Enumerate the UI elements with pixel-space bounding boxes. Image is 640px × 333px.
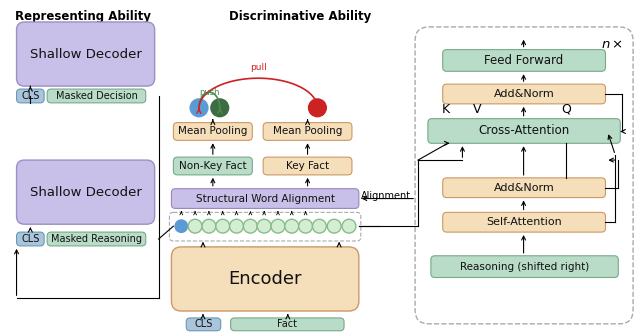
FancyBboxPatch shape	[443, 84, 605, 104]
Circle shape	[216, 219, 230, 233]
FancyBboxPatch shape	[431, 256, 618, 277]
FancyBboxPatch shape	[263, 123, 352, 140]
FancyBboxPatch shape	[263, 157, 352, 175]
FancyBboxPatch shape	[172, 189, 359, 208]
Text: Q: Q	[561, 103, 571, 116]
Text: Reasoning (shifted right): Reasoning (shifted right)	[460, 262, 589, 272]
Circle shape	[327, 219, 341, 233]
Text: push: push	[199, 88, 220, 97]
Circle shape	[257, 219, 271, 233]
Text: Add&Norm: Add&Norm	[493, 89, 554, 99]
Text: Masked Reasoning: Masked Reasoning	[51, 234, 142, 244]
Text: Mean Pooling: Mean Pooling	[178, 127, 248, 137]
FancyBboxPatch shape	[17, 160, 155, 224]
Text: $n\times$: $n\times$	[601, 38, 623, 51]
Text: Key Fact: Key Fact	[286, 161, 329, 171]
Text: K: K	[442, 103, 450, 116]
Text: Discriminative Ability: Discriminative Ability	[228, 10, 371, 23]
FancyBboxPatch shape	[443, 178, 605, 197]
FancyBboxPatch shape	[173, 157, 252, 175]
Circle shape	[174, 219, 188, 233]
Text: Cross-Attention: Cross-Attention	[479, 125, 570, 138]
Text: Self-Attention: Self-Attention	[486, 217, 562, 227]
FancyBboxPatch shape	[173, 123, 252, 140]
Circle shape	[299, 219, 312, 233]
Circle shape	[342, 219, 356, 233]
Text: Shallow Decoder: Shallow Decoder	[29, 48, 141, 61]
Text: Masked Decision: Masked Decision	[56, 91, 138, 101]
Circle shape	[271, 219, 285, 233]
Text: V: V	[473, 103, 481, 116]
Text: Encoder: Encoder	[228, 270, 302, 288]
FancyBboxPatch shape	[47, 89, 146, 103]
FancyBboxPatch shape	[415, 27, 633, 324]
Text: Non-Key Fact: Non-Key Fact	[179, 161, 246, 171]
Text: Mean Pooling: Mean Pooling	[273, 127, 342, 137]
Circle shape	[230, 219, 243, 233]
Text: Structural Word Alignment: Structural Word Alignment	[196, 193, 335, 203]
Text: Shallow Decoder: Shallow Decoder	[29, 186, 141, 199]
Text: CLS: CLS	[21, 234, 40, 244]
FancyBboxPatch shape	[172, 247, 359, 311]
FancyBboxPatch shape	[186, 318, 221, 331]
FancyBboxPatch shape	[17, 232, 44, 246]
Text: Feed Forward: Feed Forward	[484, 54, 564, 67]
FancyBboxPatch shape	[17, 22, 155, 86]
Circle shape	[202, 219, 216, 233]
Circle shape	[308, 99, 326, 117]
FancyBboxPatch shape	[47, 232, 146, 246]
FancyBboxPatch shape	[428, 119, 620, 143]
Circle shape	[312, 219, 326, 233]
Text: Representing Ability: Representing Ability	[15, 10, 150, 23]
Text: Alignment: Alignment	[361, 190, 411, 200]
FancyBboxPatch shape	[170, 212, 361, 241]
Text: CLS: CLS	[21, 91, 40, 101]
FancyBboxPatch shape	[443, 50, 605, 71]
Circle shape	[190, 99, 208, 117]
Circle shape	[188, 219, 202, 233]
Text: Fact: Fact	[277, 319, 298, 329]
FancyBboxPatch shape	[17, 89, 44, 103]
Text: pull: pull	[250, 63, 267, 72]
Text: CLS: CLS	[195, 319, 212, 329]
FancyBboxPatch shape	[230, 318, 344, 331]
FancyBboxPatch shape	[443, 212, 605, 232]
Circle shape	[243, 219, 257, 233]
Text: Add&Norm: Add&Norm	[493, 183, 554, 193]
Circle shape	[285, 219, 299, 233]
Circle shape	[211, 99, 228, 117]
